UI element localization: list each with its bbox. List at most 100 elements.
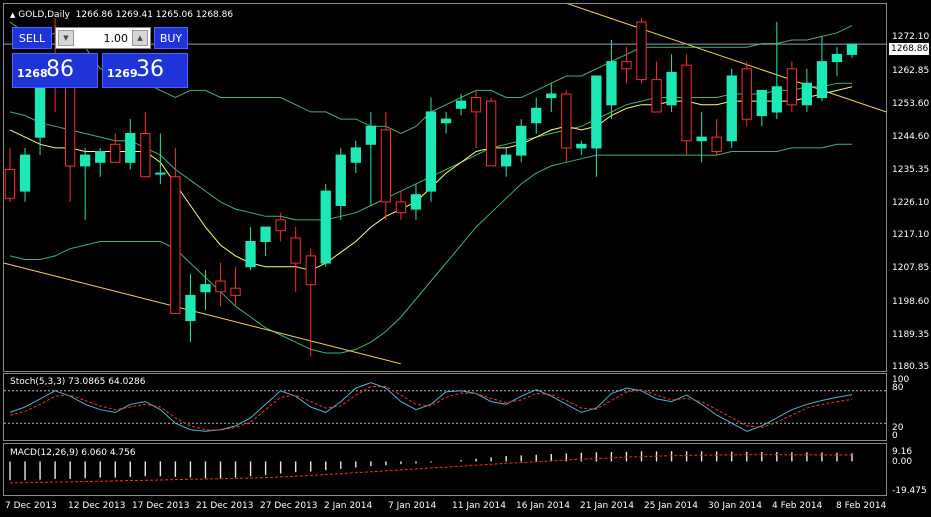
bull-candle <box>80 154 91 167</box>
sell-quote[interactable]: 1268 86 <box>12 53 98 88</box>
bull-candle <box>95 151 106 163</box>
volume-increase-icon[interactable]: ▲ <box>132 30 148 46</box>
sell-button[interactable]: SELL <box>12 27 52 49</box>
one-click-trade-panel: SELL ▼ ▲ BUY 1268 86 1269 36 <box>12 26 188 90</box>
time-tick-label: 21 Jan 2014 <box>580 501 634 511</box>
price-tick-label: 1272.10 <box>892 32 930 42</box>
volume-stepper[interactable]: ▼ ▲ <box>55 27 151 49</box>
bull-candle <box>696 136 707 142</box>
time-tick-label: 17 Dec 2013 <box>132 501 190 511</box>
bull-candle <box>335 154 346 207</box>
bull-candle <box>350 147 362 163</box>
volume-decrease-icon[interactable]: ▼ <box>58 30 74 46</box>
time-tick-label: 4 Feb 2014 <box>772 501 823 511</box>
time-axis: 7 Dec 2013 12 Dec 2013 17 Dec 2013 21 De… <box>3 497 887 517</box>
bear-candle <box>711 136 722 153</box>
price-tick-label: 1253.60 <box>892 99 930 109</box>
price-tick-label: 1189.35 <box>892 330 930 340</box>
bull-candle <box>410 194 422 210</box>
time-tick-label: 21 Dec 2013 <box>196 501 254 511</box>
macd-level-label: 0.00 <box>892 457 913 467</box>
bear-candle <box>786 68 798 106</box>
macd-level-label: -19.475 <box>892 486 927 496</box>
price-axis: 1272.10 1262.85 1253.60 1244.60 1235.35 … <box>888 3 931 372</box>
stoch-level-label: 80 <box>892 383 904 393</box>
buy-quote[interactable]: 1269 36 <box>102 53 188 88</box>
bull-candle <box>320 190 331 264</box>
volume-input[interactable] <box>74 29 128 47</box>
time-tick-label: 11 Jan 2014 <box>452 501 506 511</box>
bollinger-lower-line <box>9 143 852 354</box>
stoch-level-label: 0 <box>892 431 898 441</box>
bull-candle <box>365 125 377 145</box>
bear-candle <box>275 219 286 232</box>
time-tick-label: 12 Dec 2013 <box>68 501 126 511</box>
price-chart-svg <box>4 4 886 365</box>
current-price-tag: 1268.86 <box>889 43 929 55</box>
bear-candle <box>486 100 497 167</box>
stochastic-svg <box>4 382 886 432</box>
price-tick-label: 1235.35 <box>892 165 930 175</box>
macd-signal-line <box>9 454 852 484</box>
bear-candle <box>681 64 692 142</box>
bear-candle <box>215 280 226 293</box>
bull-candle <box>155 172 166 175</box>
time-tick-label: 30 Jan 2014 <box>708 501 762 511</box>
stochastic-panel[interactable]: Stoch(5,3,3) 73.0865 64.0286 <box>3 373 887 441</box>
price-chart-panel[interactable]: ▲ GOLD,Daily 1266.86 1269.41 1265.06 126… <box>3 3 887 372</box>
buy-price-prefix: 1269 <box>107 67 138 80</box>
time-tick-label: 25 Jan 2014 <box>644 501 698 511</box>
bull-candle <box>425 111 437 192</box>
bear-candle <box>741 68 752 120</box>
bull-candle <box>591 75 602 149</box>
time-tick-label: 2 Jan 2014 <box>324 501 373 511</box>
price-tick-label: 1244.60 <box>892 132 930 142</box>
stoch-level-label: 100 <box>892 375 910 385</box>
stochastic-axis: 100 80 20 0 <box>888 373 931 441</box>
bear-candle <box>110 143 121 163</box>
sell-price-prefix: 1268 <box>17 67 48 80</box>
price-tick-label: 1217.10 <box>892 230 930 240</box>
bull-candle <box>19 154 31 192</box>
bull-candle <box>816 61 828 99</box>
stoch-main-line <box>9 382 853 432</box>
trendline-lower <box>4 262 402 365</box>
macd-title: MACD(12,26,9) 6.060 4.756 <box>10 448 136 458</box>
bull-candle <box>531 107 542 124</box>
chart-collapse-icon[interactable]: ▲ <box>10 11 16 19</box>
time-tick-label: 7 Dec 2013 <box>5 501 57 511</box>
bear-candle <box>621 61 632 70</box>
bull-candle <box>440 118 452 124</box>
time-tick-label: 16 Jan 2014 <box>516 501 570 511</box>
bull-candle <box>846 43 858 55</box>
price-tick-label: 1198.60 <box>892 297 930 307</box>
bear-candle <box>470 97 482 113</box>
time-tick-label: 27 Dec 2013 <box>260 501 318 511</box>
bull-candle <box>185 294 196 322</box>
bear-candle <box>230 287 241 296</box>
stoch-signal-line <box>9 386 853 431</box>
time-tick-label: 7 Jan 2014 <box>388 501 437 511</box>
bear-candle <box>140 133 151 178</box>
bear-candle <box>395 201 407 214</box>
bull-candle <box>576 143 587 149</box>
macd-panel[interactable]: MACD(12,26,9) 6.060 4.756 <box>3 443 887 496</box>
bull-candle <box>801 82 813 106</box>
buy-button[interactable]: BUY <box>154 27 188 49</box>
bear-candle <box>636 21 647 81</box>
bull-candle <box>260 226 271 243</box>
macd-svg <box>9 451 853 484</box>
ohlc-readout: 1266.86 1269.41 1265.06 1268.86 <box>75 10 234 20</box>
time-tick-label: 8 Feb 2014 <box>836 501 887 511</box>
bull-candle <box>501 154 512 167</box>
bull-candle <box>831 53 843 63</box>
bear-candle <box>290 237 301 264</box>
bull-candle <box>245 241 256 268</box>
stochastic-title: Stoch(5,3,3) 73.0865 64.0286 <box>10 377 146 387</box>
bull-candle <box>666 71 677 106</box>
price-tick-label: 1207.85 <box>892 263 930 273</box>
bear-candle <box>305 255 316 286</box>
stoch-level-label: 20 <box>892 423 904 433</box>
bull-candle <box>726 75 737 142</box>
bear-candle <box>4 169 16 199</box>
